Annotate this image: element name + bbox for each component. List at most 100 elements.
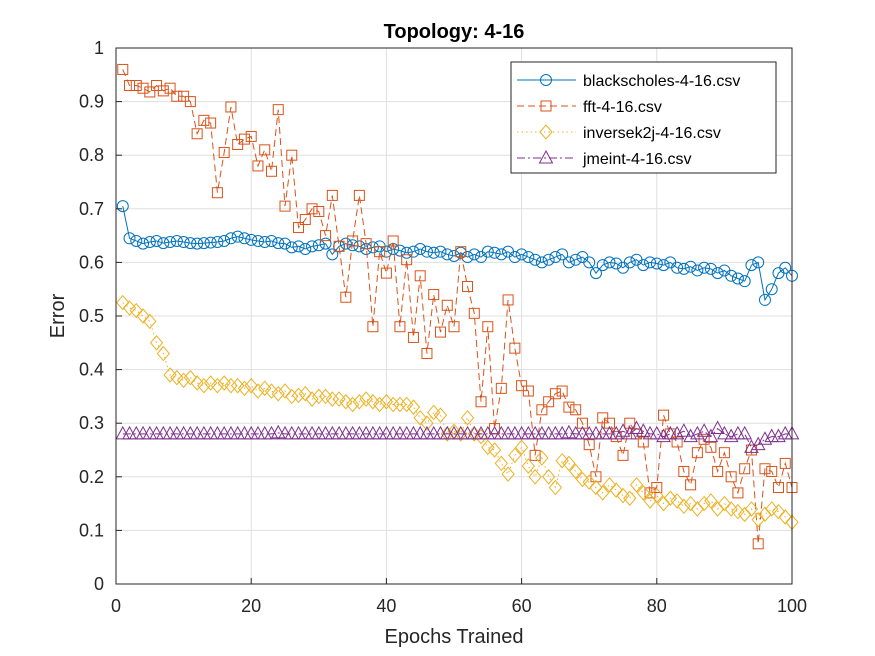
data-point <box>468 248 481 261</box>
data-point <box>217 375 231 391</box>
data-point <box>663 490 677 507</box>
data-point <box>589 267 602 280</box>
data-point <box>183 369 198 386</box>
data-point <box>210 377 225 394</box>
data-point <box>318 388 333 405</box>
data-point <box>731 503 745 520</box>
data-point <box>536 404 548 416</box>
data-point <box>462 281 474 293</box>
data-point <box>306 240 319 253</box>
data-point <box>156 345 170 362</box>
data-point <box>252 160 264 172</box>
data-point <box>731 272 744 285</box>
data-point <box>427 404 441 421</box>
data-point <box>622 425 638 440</box>
data-point <box>272 104 284 116</box>
data-point <box>705 441 717 453</box>
data-point <box>602 477 617 493</box>
data-point <box>779 261 792 274</box>
data-point <box>386 396 400 413</box>
legend-entry: fft-4-16.csv <box>517 99 662 116</box>
data-point <box>522 385 534 397</box>
data-point <box>191 128 203 140</box>
data-point <box>244 377 258 394</box>
data-point <box>264 383 279 399</box>
data-point <box>596 259 609 272</box>
x-tick-label: 80 <box>647 596 667 616</box>
legend-entry: jmeint-4-16.csv <box>517 149 691 168</box>
data-point <box>339 393 353 410</box>
data-point <box>482 321 494 333</box>
data-point <box>603 256 616 269</box>
data-point <box>448 321 460 333</box>
data-point <box>258 380 272 397</box>
data-point <box>750 436 766 451</box>
data-point <box>149 335 164 351</box>
data-point <box>582 474 596 490</box>
y-tick-label: 0 <box>94 574 104 594</box>
data-point <box>163 367 177 383</box>
y-tick-label: 0.2 <box>79 467 104 487</box>
data-point <box>650 487 664 504</box>
data-point <box>725 471 737 483</box>
data-point <box>691 264 704 277</box>
data-point <box>427 246 440 259</box>
data-point <box>345 396 360 413</box>
data-point <box>421 348 433 360</box>
data-point <box>291 387 306 404</box>
data-point <box>312 239 325 252</box>
data-point <box>177 236 190 249</box>
data-point <box>684 260 697 273</box>
legend-label: inversek2j-4-16.csv <box>583 125 721 142</box>
data-point <box>758 293 771 306</box>
data-point <box>116 294 130 311</box>
data-point <box>414 270 426 282</box>
data-point <box>549 388 561 400</box>
legend-entry: inversek2j-4-16.csv <box>517 124 721 142</box>
y-tick-label: 0.1 <box>79 520 104 540</box>
data-point <box>583 256 596 269</box>
data-point <box>778 509 792 525</box>
data-point <box>650 257 663 270</box>
y-tick-label: 1 <box>94 38 104 58</box>
data-point <box>555 452 569 469</box>
data-point <box>434 245 447 258</box>
data-point <box>116 200 129 213</box>
data-point <box>779 457 791 469</box>
data-point <box>407 245 420 258</box>
data-point <box>198 114 210 126</box>
data-point <box>129 302 143 319</box>
data-point <box>623 490 637 507</box>
data-point <box>696 423 712 437</box>
data-point <box>299 214 311 226</box>
data-point <box>184 237 197 250</box>
data-point <box>176 372 191 389</box>
data-point <box>561 424 577 439</box>
data-point <box>617 449 629 461</box>
data-point <box>130 234 143 247</box>
data-point <box>704 493 718 509</box>
data-point <box>771 428 786 443</box>
data-point <box>757 431 773 445</box>
data-point <box>231 377 245 394</box>
data-point <box>509 342 521 354</box>
data-point <box>717 425 732 440</box>
data-point <box>690 425 705 440</box>
data-point <box>535 256 548 269</box>
data-point <box>575 471 590 488</box>
data-point <box>514 439 529 456</box>
data-point <box>718 447 730 459</box>
legend-marker <box>539 124 553 140</box>
data-point <box>347 235 359 247</box>
data-point <box>636 485 650 501</box>
data-point <box>164 82 176 94</box>
data-point <box>359 391 373 407</box>
data-point <box>671 261 684 274</box>
data-point <box>441 248 454 261</box>
data-point <box>691 447 703 459</box>
data-point <box>143 236 156 249</box>
data-point <box>420 245 433 258</box>
data-point <box>556 248 569 261</box>
data-point <box>306 203 318 215</box>
data-point <box>683 495 698 512</box>
